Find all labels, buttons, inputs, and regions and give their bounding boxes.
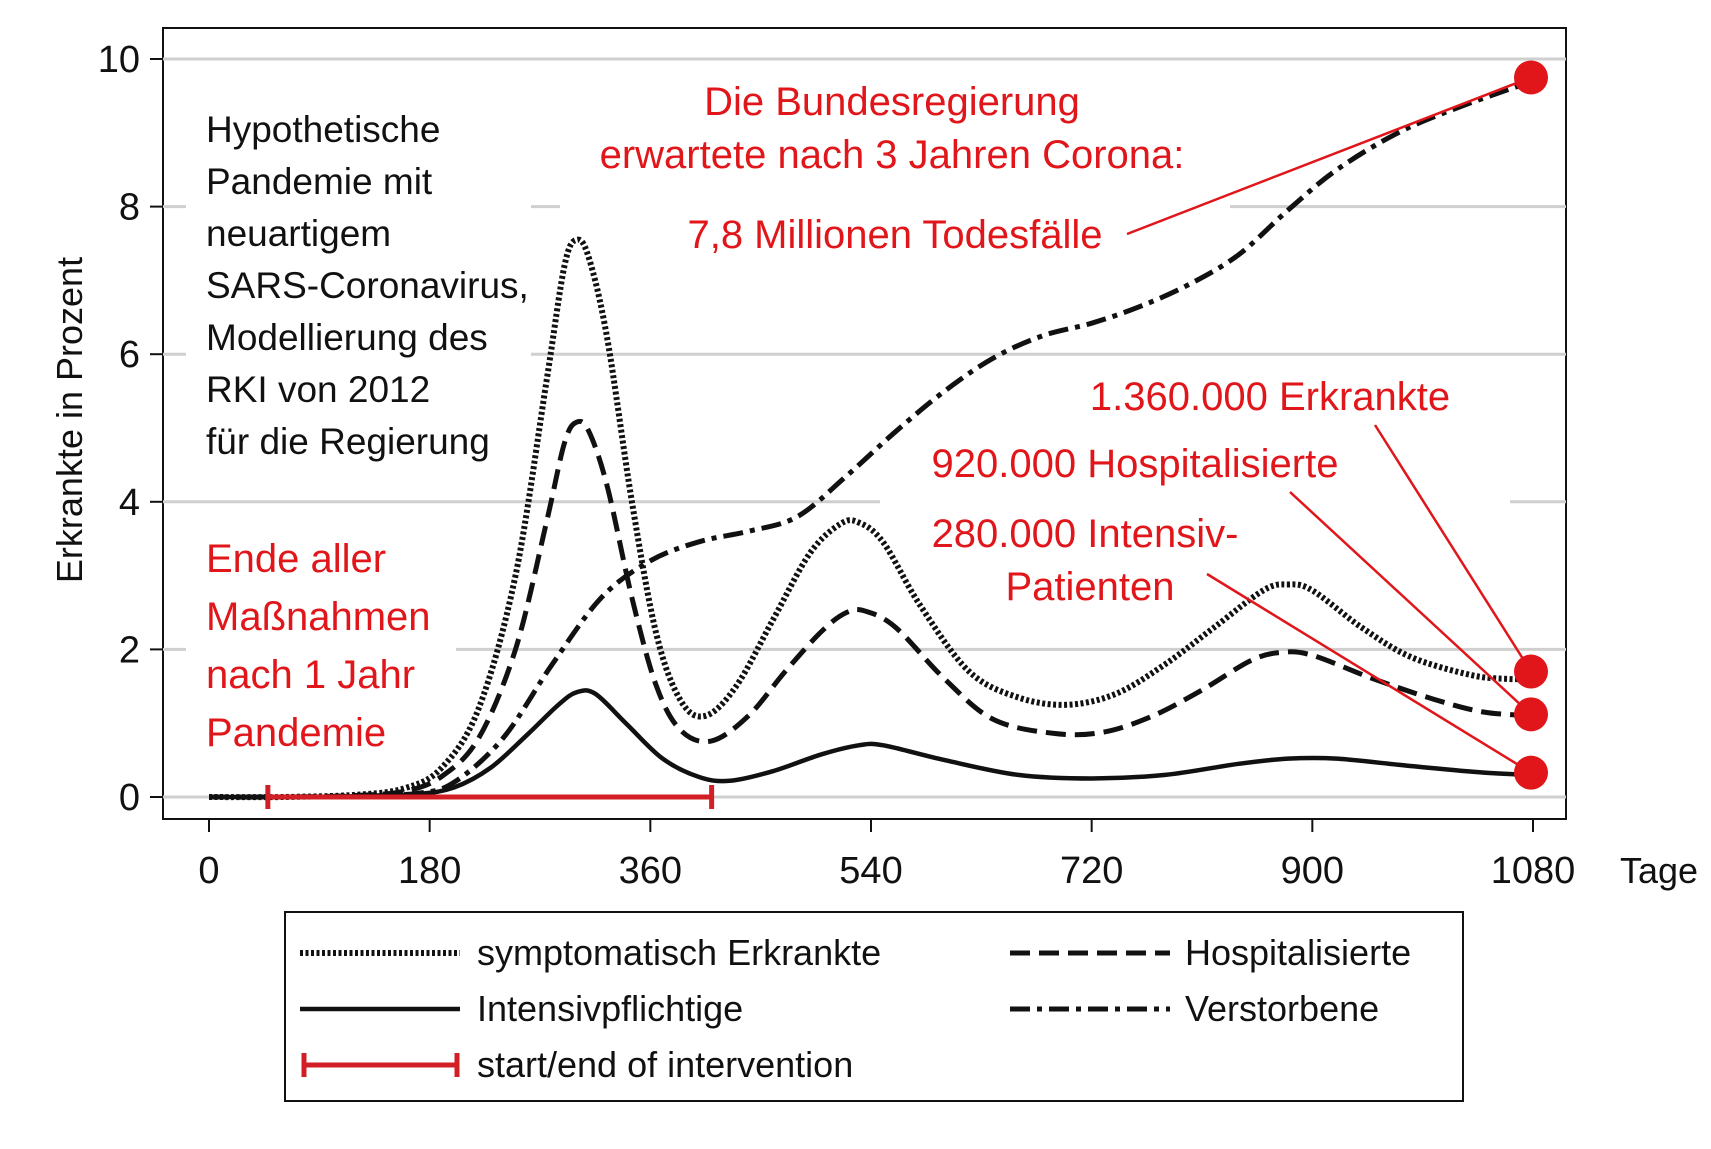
x-tick-label: 360 (619, 850, 682, 892)
deaths-annotation: 7,8 Millionen Todesfälle (687, 213, 1102, 257)
endpoint-marker (1514, 755, 1548, 790)
endpoint-marker (1514, 654, 1548, 689)
series-line-dashdot (208, 78, 1534, 800)
x-tick-label: 720 (1060, 850, 1123, 892)
x-tick-label: 540 (839, 850, 902, 892)
y-tick-label: 2 (119, 629, 140, 671)
end-measures-note: Ende aller Maßnahmen nach 1 Jahr Pandemi… (206, 537, 431, 755)
end-measures-line: Ende aller (206, 537, 386, 581)
y-tick-label: 4 (119, 482, 140, 524)
endpoint-marker (1514, 60, 1548, 95)
legend-samples (300, 950, 1170, 1077)
annotation-backgrounds (186, 70, 1510, 765)
plot-frame (162, 27, 1567, 820)
legend-label: Hospitalisierte (1185, 932, 1411, 973)
model-note-line: SARS-Coronavirus, (206, 265, 529, 306)
legend-label: start/end of intervention (477, 1044, 853, 1085)
series-lines (208, 78, 1534, 801)
model-note: Hypothetische Pandemie mit neuartigem SA… (206, 109, 529, 462)
annotation-leader-lines (1126, 76, 1533, 774)
leader-line (1373, 424, 1533, 673)
government-note-line2: erwartete nach 3 Jahren Corona: (600, 133, 1185, 177)
model-note-line: für die Regierung (206, 421, 490, 462)
government-note-line1: Die Bundesregierung (704, 80, 1080, 124)
end-measures-background (186, 525, 456, 765)
hospitalized-annotation: 920.000 Hospitalisierte (932, 442, 1339, 486)
counts-note-background (880, 365, 1510, 615)
legend: symptomatisch Erkrankte Hospitalisierte … (284, 911, 1464, 1102)
x-tick-label: 900 (1281, 850, 1344, 892)
model-note-line: Hypothetische (206, 109, 440, 150)
leader-line (1289, 491, 1532, 716)
intervention-range (265, 785, 715, 809)
end-measures-line: Pandemie (206, 711, 386, 755)
leader-line (1126, 76, 1532, 236)
model-note-line: Pandemie mit (206, 161, 433, 202)
end-measures-line: Maßnahmen (206, 595, 431, 639)
x-tick-label: 1080 (1491, 850, 1576, 892)
model-note-line: RKI von 2012 (206, 369, 430, 410)
end-measures-line: nach 1 Jahr (206, 653, 415, 697)
icu-annotation-line2: Patienten (1005, 565, 1174, 609)
legend-label: Intensivpflichtige (477, 988, 743, 1029)
model-note-line: neuartigem (206, 213, 391, 254)
y-axis-label: Erkrankte in Prozent (49, 257, 90, 583)
y-tick-label: 6 (119, 334, 140, 376)
model-note-background (186, 100, 531, 475)
x-tick-label: 180 (398, 850, 461, 892)
legend-label: symptomatisch Erkrankte (477, 932, 881, 973)
leader-line (1206, 572, 1532, 774)
y-tick-label: 10 (98, 39, 140, 81)
legend-box (284, 911, 1464, 1102)
series-line-solid (208, 688, 1534, 800)
y-tick-label: 0 (119, 777, 140, 819)
sick-annotation: 1.360.000 Erkrankte (1090, 375, 1450, 419)
axes: 0 2 4 6 8 10 0 180 360 540 720 900 1080 (98, 39, 1576, 892)
y-tick-label: 8 (119, 187, 140, 229)
series-line-dotted (208, 236, 1534, 801)
x-axis-label: Tage (1620, 850, 1698, 891)
legend-label: Verstorbene (1185, 988, 1379, 1029)
endpoint-marker (1514, 697, 1548, 732)
government-note-background (560, 70, 1230, 265)
series-line-dashed (208, 418, 1534, 800)
endpoint-markers (1514, 60, 1548, 790)
icu-annotation-line1: 280.000 Intensiv- (932, 512, 1239, 556)
model-note-line: Modellierung des (206, 317, 488, 358)
x-tick-label: 0 (198, 850, 219, 892)
